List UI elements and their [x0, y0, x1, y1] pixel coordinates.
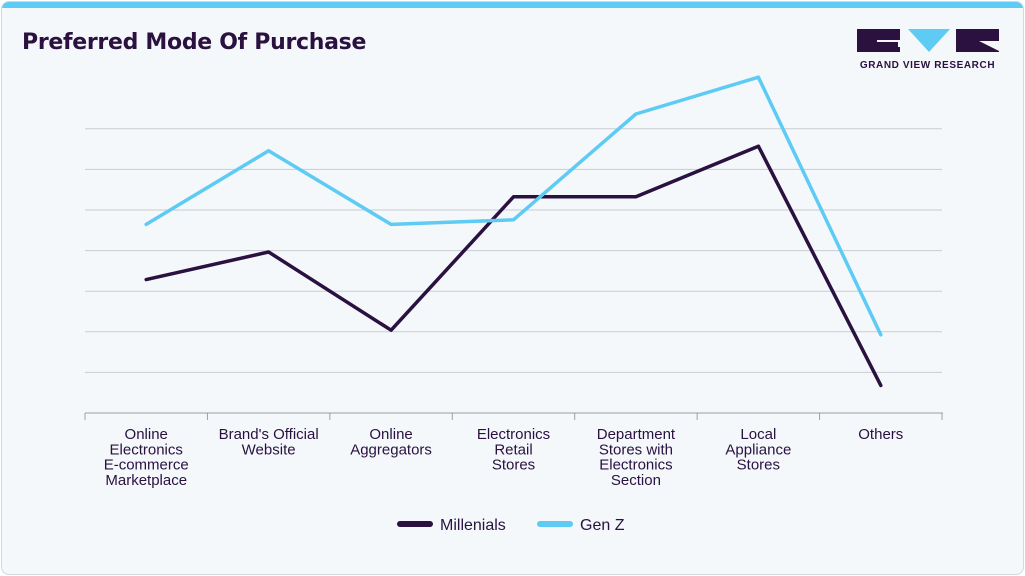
x-tick-label: Others: [858, 426, 903, 443]
data-point: [757, 145, 760, 148]
legend-label: Gen Z: [580, 517, 625, 534]
data-point: [267, 250, 270, 254]
legend-label: Millenials: [440, 517, 506, 534]
data-point: [757, 76, 760, 79]
data-point: [512, 195, 515, 198]
data-point: [512, 218, 515, 221]
page-title: Preferred Mode Of Purchase: [22, 30, 367, 55]
x-tick-label: Brand's Official Website: [219, 426, 319, 458]
x-tick-label: Local Appliance Stores: [725, 426, 791, 474]
x-tick-label: Online Electronics E-commerce Marketplace: [104, 426, 189, 489]
data-point: [145, 278, 148, 281]
accent-bar: [2, 2, 1023, 8]
logo-text: GRAND VIEW RESEARCH: [859, 60, 996, 71]
data-point: [879, 333, 882, 336]
x-tick-label: Online Aggregators: [350, 426, 432, 458]
data-point: [879, 384, 882, 387]
data-point: [634, 195, 638, 198]
x-tick-label: Electronics Retail Stores: [477, 426, 550, 474]
brand-logo: GRAND VIEW RESEARCH: [855, 29, 1000, 74]
data-point: [389, 223, 393, 226]
series-line-millenials: [144, 144, 883, 388]
data-point: [267, 149, 270, 152]
x-tick-label: Department Stores with Electronics Section: [597, 426, 676, 489]
logo-mark-icon: [857, 29, 999, 52]
data-point: [389, 329, 393, 332]
data-point: [634, 112, 638, 116]
series-line-gen-z: [144, 75, 883, 337]
data-point: [145, 223, 148, 226]
